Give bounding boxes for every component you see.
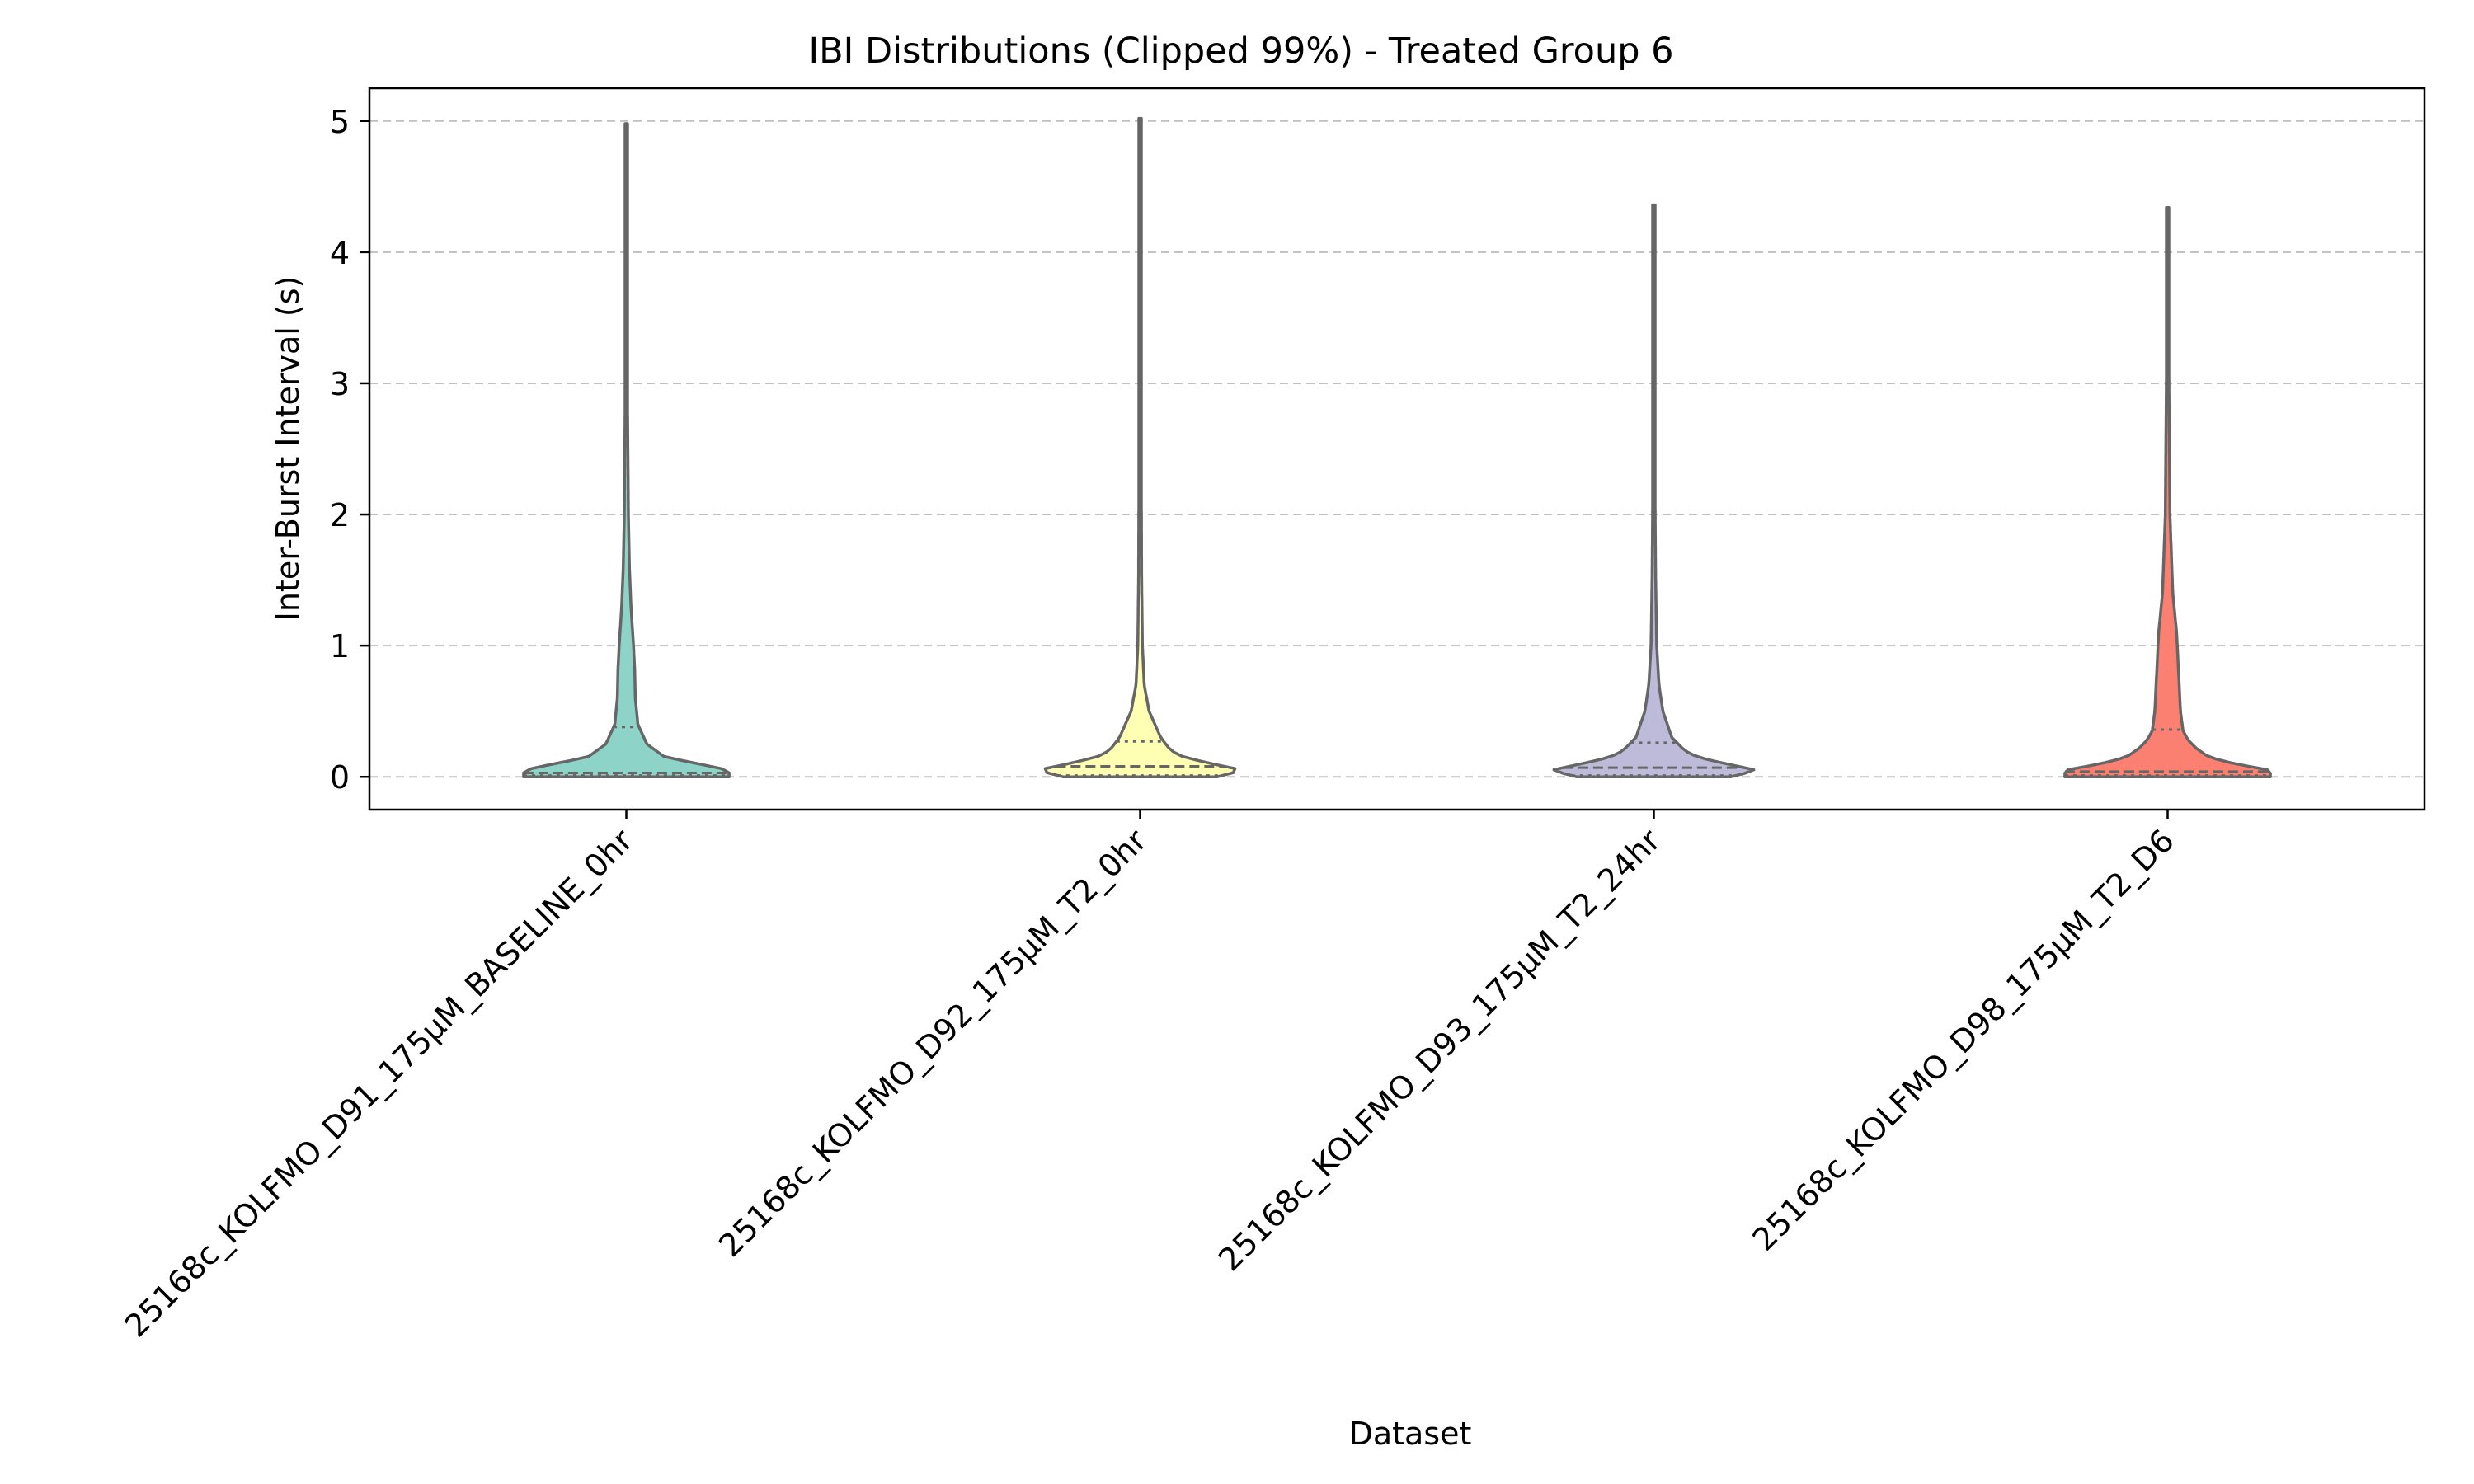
y-tick-label: 3 bbox=[330, 366, 350, 402]
x-axis: 25168c_KOLFMO_D91_175µM_BASELINE_0hr 2516… bbox=[118, 810, 2181, 1344]
violin-body bbox=[522, 122, 731, 778]
violin-2 bbox=[1043, 116, 1237, 778]
violins bbox=[522, 116, 2272, 778]
chart-title: IBI Distributions (Clipped 99%) - Treate… bbox=[808, 31, 1673, 72]
x-tick-label: 25168c_KOLFMO_D91_175µM_BASELINE_0hr bbox=[118, 822, 640, 1344]
violin-1 bbox=[522, 122, 731, 778]
y-tick-label: 4 bbox=[330, 235, 350, 271]
y-tick-label: 0 bbox=[330, 759, 350, 796]
x-axis-label: Dataset bbox=[1349, 1416, 1472, 1452]
x-tick-label: 25168c_KOLFMO_D92_175µM_T2_0hr bbox=[712, 822, 1154, 1264]
y-tick-label: 1 bbox=[330, 628, 350, 665]
y-tick-label: 5 bbox=[330, 104, 350, 140]
plot-area-frame bbox=[368, 87, 2426, 811]
x-tick-label: 25168c_KOLFMO_D98_175µM_T2_D6 bbox=[1746, 822, 2181, 1257]
violin-body bbox=[1043, 116, 1237, 778]
y-tick-label: 2 bbox=[330, 497, 350, 533]
x-tick-label: 25168c_KOLFMO_D93_175µM_T2_24hr bbox=[1211, 822, 1667, 1278]
violin-body bbox=[1552, 203, 1756, 778]
y-axis-label: Inter-Burst Interval (s) bbox=[270, 276, 306, 622]
violin-4 bbox=[2063, 206, 2272, 778]
grid-lines bbox=[369, 120, 2425, 778]
violin-body bbox=[2063, 206, 2272, 778]
violin-3 bbox=[1552, 203, 1756, 778]
y-axis: 0 1 2 3 4 5 bbox=[330, 104, 369, 796]
